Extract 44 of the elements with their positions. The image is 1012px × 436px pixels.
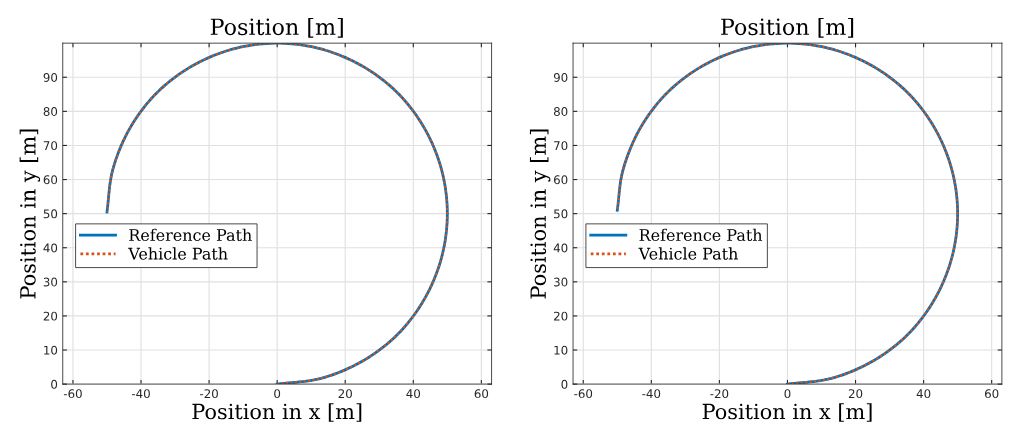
y-tick-label: 30: [554, 277, 568, 287]
x-tick-label: -60: [63, 389, 82, 399]
y-tick-label: 20: [554, 311, 568, 321]
y-tick-label: 50: [554, 209, 568, 219]
x-tick-label: 60: [984, 389, 999, 399]
y-tick-label: 20: [43, 311, 58, 321]
legend-label: Reference Path: [639, 228, 763, 242]
x-tick-label: 20: [848, 389, 863, 399]
y-tick-label: 40: [43, 243, 58, 253]
x-tick-label: -40: [642, 389, 661, 399]
x-tick-label: -60: [574, 389, 593, 399]
chart-title: Position [m]: [210, 17, 343, 38]
x-tick-label: -40: [131, 389, 150, 399]
x-tick-label: 40: [916, 389, 931, 399]
y-tick-label: 10: [554, 345, 568, 355]
x-axis-title: Position in x [m]: [702, 403, 872, 422]
x-tick-label: -20: [710, 389, 729, 399]
y-tick-label: 80: [553, 107, 568, 117]
y-tick-label: 90: [43, 72, 58, 82]
chart-title: Position [m]: [721, 17, 854, 38]
y-tick-label: 60: [43, 175, 58, 185]
legend-label: Vehicle Path: [638, 247, 738, 260]
x-tick-label: -20: [200, 389, 218, 399]
y-axis-title: Position in y [m]: [529, 129, 551, 299]
y-tick-label: 10: [44, 345, 58, 355]
y-tick-label: 0: [561, 379, 568, 389]
legend-label: Vehicle Path: [128, 247, 228, 260]
y-tick-label: 90: [553, 72, 568, 82]
x-tick-label: 20: [338, 389, 352, 399]
y-tick-label: 50: [43, 209, 58, 219]
x-axis-title: Position in x [m]: [192, 403, 362, 422]
x-tick-label: 60: [474, 389, 489, 399]
x-tick-label: 0: [274, 389, 281, 399]
y-tick-label: 80: [43, 107, 58, 117]
y-tick-label: 0: [51, 379, 58, 389]
y-tick-label: 70: [43, 141, 58, 151]
y-tick-label: 60: [553, 175, 568, 185]
legend-label: Reference Path: [129, 228, 252, 242]
y-axis-title: Position in y [m]: [19, 129, 41, 299]
x-tick-label: 40: [406, 389, 421, 399]
y-tick-label: 40: [553, 243, 568, 253]
y-tick-label: 70: [554, 141, 568, 151]
y-tick-label: 30: [43, 277, 58, 287]
x-tick-label: 0: [784, 389, 791, 399]
